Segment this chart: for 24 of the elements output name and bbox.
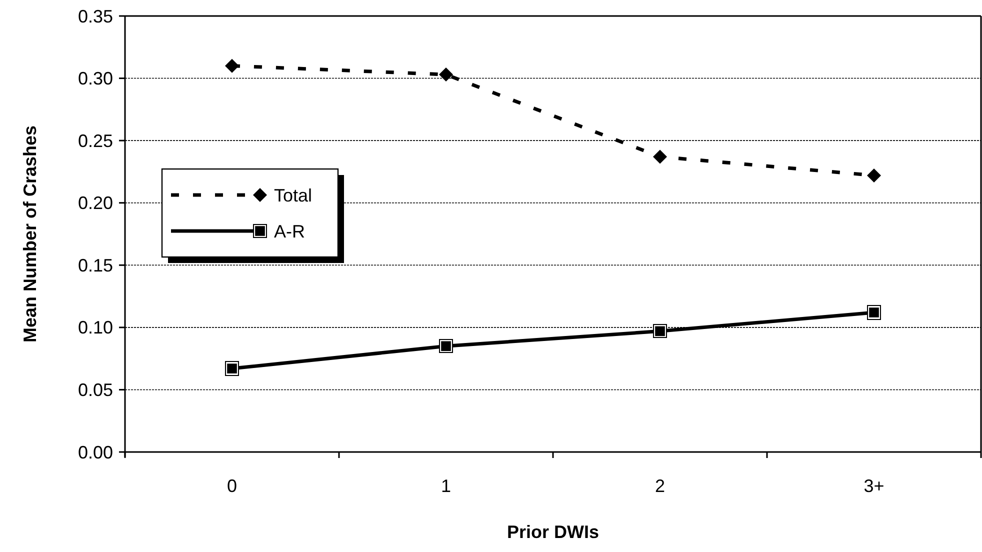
legend-label: Total: [274, 185, 312, 206]
y-tick-label: 0.20: [78, 193, 113, 214]
y-tick-label: 0.30: [78, 68, 113, 89]
y-axis-title: Mean Number of Crashes: [20, 125, 40, 343]
y-tick-label: 0.35: [78, 6, 113, 26]
legend-label: A-R: [274, 221, 305, 242]
point: [867, 168, 881, 182]
y-tick-label: 0.15: [78, 255, 113, 276]
x-tick-label: 1: [440, 476, 452, 496]
point: [868, 306, 880, 319]
y-tick-label: 0.00: [78, 442, 113, 462]
point: [440, 340, 452, 352]
x-tick-label: 3+: [864, 476, 884, 496]
point: [653, 150, 667, 164]
x-tick-label: 0: [226, 476, 238, 496]
x-axis-title: Prior DWIs: [506, 522, 600, 542]
point: [225, 58, 239, 73]
point: [226, 362, 238, 375]
point: [439, 68, 453, 82]
y-tick-label: 0.10: [78, 318, 113, 338]
x-tick-label: 2: [654, 476, 666, 496]
y-tick-label: 0.05: [78, 380, 113, 400]
y-tick-label: 0.25: [78, 130, 113, 151]
point: [654, 325, 666, 338]
